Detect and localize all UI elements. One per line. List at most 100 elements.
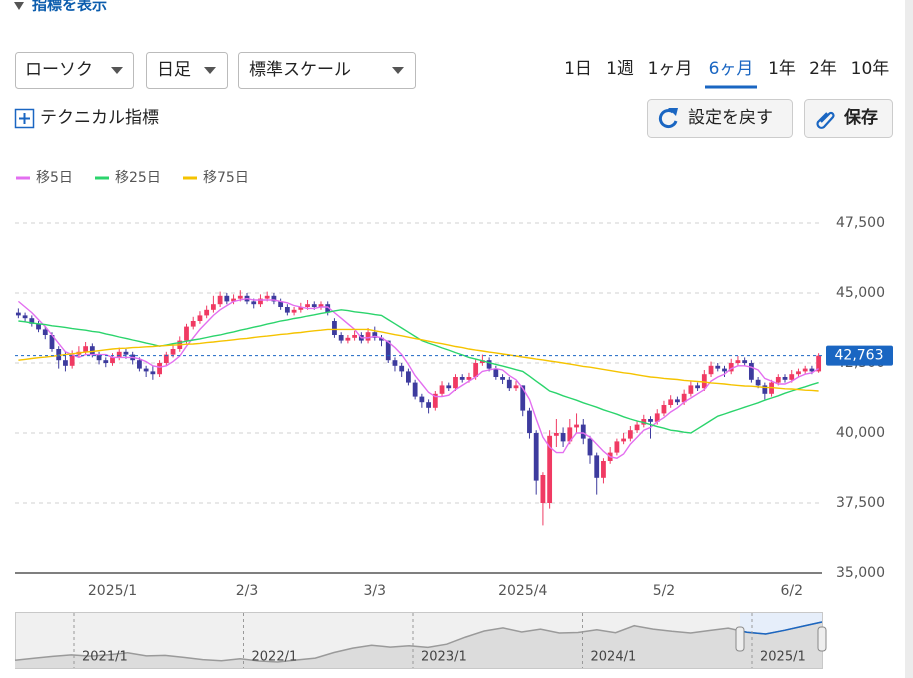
navigator-handle[interactable]	[817, 626, 827, 652]
candle-body	[103, 360, 109, 363]
candle-body	[681, 393, 687, 403]
chart-type-select[interactable]: ローソク	[15, 52, 134, 89]
candle-body	[641, 419, 647, 425]
candle-body	[63, 360, 68, 366]
candle-body	[298, 307, 304, 310]
candle-body	[412, 382, 418, 397]
period-tab[interactable]: 1年	[768, 59, 796, 79]
candle-body	[345, 337, 351, 341]
candle-body	[251, 301, 257, 305]
candle-body	[150, 371, 156, 375]
candle-body	[432, 393, 438, 408]
candle-body	[728, 363, 734, 372]
navigator-handle[interactable]	[735, 626, 745, 652]
candle-body	[284, 307, 290, 313]
candle-body	[520, 385, 526, 411]
candle-body	[379, 337, 384, 341]
candle-body	[775, 377, 781, 383]
candle-body	[278, 301, 284, 307]
candle-body	[15, 312, 21, 316]
candle-body	[419, 396, 425, 403]
indicator-toggle[interactable]: 指標を表示	[14, 0, 107, 14]
navigator[interactable]: 2021/1 2022/1 2023/1 2024/1 2025/1	[14, 612, 827, 669]
candle-body	[782, 377, 788, 380]
candle-body	[332, 321, 337, 335]
candle-body	[325, 304, 331, 313]
y-tick-label: 47,500	[836, 215, 885, 231]
candle-body	[190, 321, 196, 327]
candle-body	[137, 360, 142, 369]
x-tick-label: 2/3	[236, 583, 259, 599]
y-tick-label: 35,000	[836, 565, 885, 581]
scrollbar	[905, 0, 913, 678]
candle-body	[762, 385, 768, 394]
candle-body	[392, 360, 398, 366]
candle-body	[587, 438, 593, 456]
period-tab[interactable]: 2年	[809, 59, 837, 79]
period-tabs: 1日 1週 1ヶ月 6ヶ月 1年 2年 10年	[564, 59, 890, 89]
moving-average-line	[17, 297, 819, 459]
candle-body	[742, 360, 748, 363]
candle-body	[816, 355, 822, 372]
candle-body	[486, 360, 492, 369]
button-label: 保存	[843, 107, 878, 128]
candle-body	[580, 424, 586, 439]
navigator-label: 2023/1	[421, 650, 467, 665]
x-tick-label: 2025/1	[88, 583, 137, 599]
candle-body	[748, 363, 754, 380]
candle-body	[123, 351, 129, 355]
navigator-label: 2025/1	[760, 650, 806, 665]
candle-body	[426, 402, 431, 408]
candle-body	[291, 309, 297, 313]
candle-body	[695, 385, 700, 389]
candle-body	[473, 363, 479, 377]
candle-body	[648, 419, 653, 422]
candle-body	[708, 365, 714, 375]
candle-body	[802, 368, 808, 372]
moving-average-line	[18, 309, 819, 434]
last-price-badge	[826, 345, 893, 366]
period-tab[interactable]: 1ヶ月	[648, 59, 693, 79]
candle-body	[69, 354, 75, 366]
period-tab[interactable]: 10年	[851, 59, 890, 79]
navigator-area	[15, 622, 822, 668]
legend: 移5日 移25日 移75日	[16, 170, 249, 186]
reset-button[interactable]: 設定を戻す	[647, 99, 793, 138]
candle-body	[157, 363, 162, 375]
candle-body	[224, 295, 230, 302]
candle-body	[621, 438, 627, 442]
candle-body	[116, 351, 122, 358]
moving-average-line	[18, 328, 819, 392]
save-button[interactable]: 保存	[804, 99, 893, 138]
candle-body	[36, 323, 41, 330]
candle-body	[42, 329, 48, 335]
candle-body	[796, 371, 801, 375]
candle-body	[204, 309, 210, 316]
candle-body	[688, 385, 694, 394]
scale-select[interactable]: 標準スケール	[238, 52, 416, 89]
period-tab[interactable]: 1週	[606, 59, 634, 79]
candle-body	[210, 304, 216, 310]
candle-body	[755, 379, 761, 386]
candle-body	[89, 346, 95, 355]
candle-body	[560, 433, 566, 442]
candle-body	[338, 335, 344, 341]
candle-body	[533, 433, 539, 481]
candle-body	[567, 427, 573, 442]
technical-toggle[interactable]: テクニカル指標	[14, 108, 160, 129]
candle-body	[601, 461, 606, 478]
x-tick-label: 3/3	[364, 583, 387, 599]
interval-select[interactable]: 日足	[146, 52, 228, 89]
candle-body	[352, 335, 358, 338]
candle-body	[654, 413, 660, 422]
candle-body	[527, 410, 532, 433]
candle-body	[271, 295, 277, 302]
period-tab[interactable]: 1日	[564, 59, 592, 79]
candle-body	[406, 371, 411, 383]
candle-body	[110, 357, 115, 363]
candle-body	[385, 340, 391, 361]
candle-body	[701, 374, 707, 389]
period-tab[interactable]: 6ヶ月	[709, 59, 754, 79]
navigator-label: 2021/1	[82, 650, 128, 665]
